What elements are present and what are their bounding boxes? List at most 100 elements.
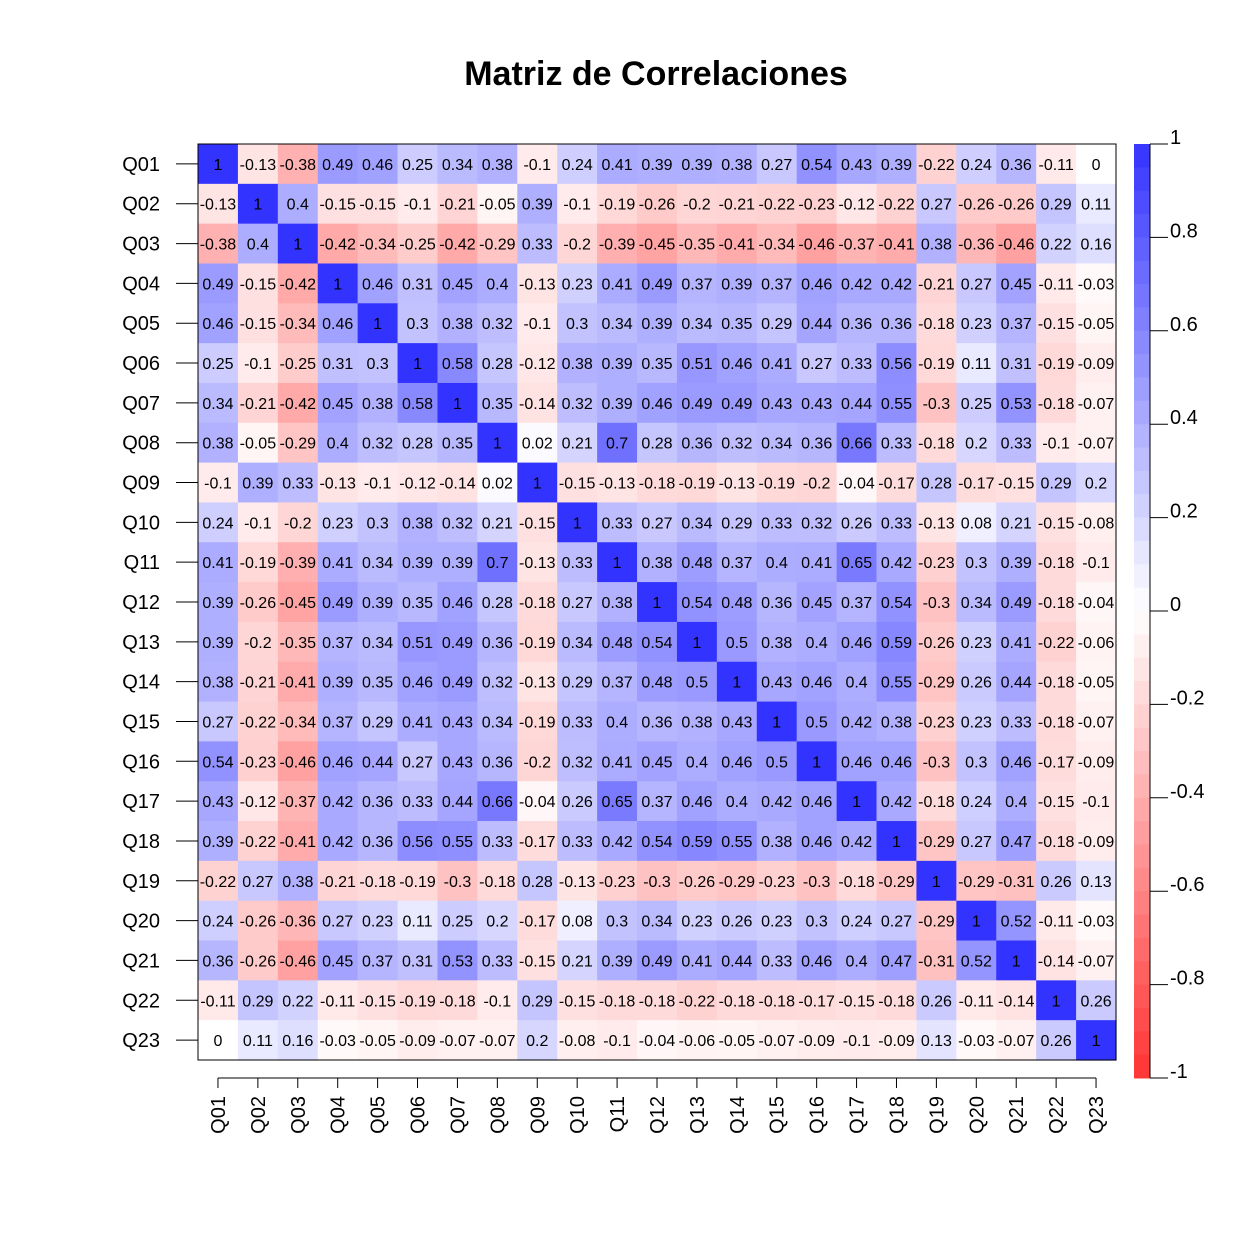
heatmap-cell <box>477 980 518 1021</box>
heatmap-cell <box>477 821 518 862</box>
heatmap-cell <box>956 821 997 862</box>
heatmap-cell <box>237 860 279 902</box>
cell-value-label: 0.3 <box>366 356 388 373</box>
heatmap-cell <box>357 303 399 344</box>
cell-value-label: 0.35 <box>442 436 473 453</box>
color-scale-tick-label: -0.4 <box>1170 781 1204 803</box>
cell-value-label: 0.48 <box>721 595 752 612</box>
cell-value-label: -0.39 <box>280 555 317 572</box>
heatmap-cell <box>277 582 319 623</box>
heatmap-cell <box>956 502 997 543</box>
heatmap-cell <box>1076 821 1117 862</box>
cell-value-label: 0.38 <box>761 834 792 851</box>
heatmap-cell <box>397 1020 439 1061</box>
cell-value-label: 0.46 <box>362 157 393 174</box>
cell-value-label: 0.26 <box>1041 874 1072 891</box>
heatmap-cell <box>477 223 518 265</box>
cell-value-label: 0.55 <box>881 675 912 692</box>
heatmap-cell <box>876 502 918 543</box>
cell-value-label: -0.04 <box>838 476 875 493</box>
heatmap-cell <box>557 940 598 981</box>
heatmap-cell <box>277 542 319 583</box>
heatmap-cell <box>277 860 319 902</box>
heatmap-cell <box>477 860 518 902</box>
cell-value-label: 0.46 <box>801 834 832 851</box>
heatmap-cell <box>996 940 1037 981</box>
heatmap-cell <box>716 621 758 663</box>
heatmap-cell <box>956 980 997 1021</box>
cell-value-label: -0.18 <box>1038 834 1075 851</box>
heatmap-cell <box>1036 1020 1077 1061</box>
cell-value-label: 0.43 <box>841 157 872 174</box>
heatmap-cell <box>477 781 518 822</box>
cell-value-label: 0.21 <box>562 953 593 970</box>
cell-value-label: 0.53 <box>1001 396 1032 413</box>
heatmap-cell <box>597 263 638 304</box>
heatmap-cell <box>237 621 279 663</box>
heatmap-cell <box>437 621 478 663</box>
heatmap-cell <box>956 1020 997 1061</box>
cell-value-label: 0.34 <box>761 436 792 453</box>
color-scale-swatch <box>1134 937 1150 962</box>
cell-value-label: 0.66 <box>482 794 513 811</box>
heatmap-cell <box>597 980 638 1021</box>
heatmap-cell <box>1036 621 1077 663</box>
heatmap-cell <box>716 422 758 464</box>
cell-value-label: -0.1 <box>244 356 272 373</box>
cell-value-label: -0.14 <box>998 993 1035 1010</box>
heatmap-cell <box>557 661 598 703</box>
heatmap-cell <box>317 980 359 1021</box>
heatmap-cell <box>796 303 838 344</box>
cell-value-label: -0.08 <box>1078 515 1115 532</box>
cell-value-label: 0.29 <box>1041 476 1072 493</box>
heatmap-cell <box>676 502 718 543</box>
heatmap-cell <box>517 701 558 742</box>
heatmap-cell <box>397 542 439 583</box>
heatmap-cell <box>676 542 718 583</box>
cell-value-label: 0.45 <box>322 953 353 970</box>
heatmap-cell <box>756 462 798 504</box>
x-tick-label: Q16 <box>807 1096 829 1134</box>
cell-value-label: 0.46 <box>641 396 672 413</box>
heatmap-cell <box>437 502 478 543</box>
cell-value-label: -0.13 <box>519 555 556 572</box>
cell-value-label: 0.33 <box>522 237 553 254</box>
color-scale-tick-label: -1 <box>1170 1061 1188 1083</box>
cell-value-label: -0.29 <box>479 237 516 254</box>
heatmap-cell <box>397 621 439 663</box>
cell-value-label: 0.39 <box>602 356 633 373</box>
x-tick-label: Q04 <box>328 1096 350 1134</box>
cell-value-label: -0.1 <box>204 476 232 493</box>
cell-value-label: 0.23 <box>761 914 792 931</box>
cell-value-label: 0.36 <box>761 595 792 612</box>
cell-value-label: 0.23 <box>362 914 393 931</box>
heatmap-cell <box>357 343 399 384</box>
heatmap-cell <box>1076 900 1117 942</box>
heatmap-cell <box>876 980 918 1021</box>
cell-value-label: 0.42 <box>881 276 912 293</box>
heatmap-cell <box>916 382 957 424</box>
cell-value-label: 0.39 <box>641 316 672 333</box>
cell-value-label: 0.43 <box>761 675 792 692</box>
heatmap-cell <box>597 821 638 862</box>
cell-value-label: 1 <box>692 635 701 652</box>
cell-value-label: 0.31 <box>402 276 433 293</box>
cell-value-label: 0.46 <box>801 675 832 692</box>
cell-value-label: 0.33 <box>562 714 593 731</box>
cell-value-label: 0.42 <box>761 794 792 811</box>
cell-value-label: -0.15 <box>319 197 356 214</box>
heatmap-cell <box>437 223 478 265</box>
heatmap-cell <box>397 382 439 424</box>
cell-value-label: -0.07 <box>479 1033 516 1050</box>
cell-value-label: 0.52 <box>1001 914 1032 931</box>
cell-value-label: 0.37 <box>1001 316 1032 333</box>
heatmap-cell <box>317 940 359 981</box>
heatmap-cell <box>357 781 399 822</box>
color-scale-swatch <box>1134 564 1150 589</box>
heatmap-cell <box>996 223 1037 265</box>
heatmap-cell <box>836 701 878 742</box>
cell-value-label: 0.4 <box>806 635 828 652</box>
cell-value-label: 0.42 <box>841 834 872 851</box>
cell-value-label: 0.3 <box>566 316 588 333</box>
heatmap-cell <box>437 422 478 464</box>
